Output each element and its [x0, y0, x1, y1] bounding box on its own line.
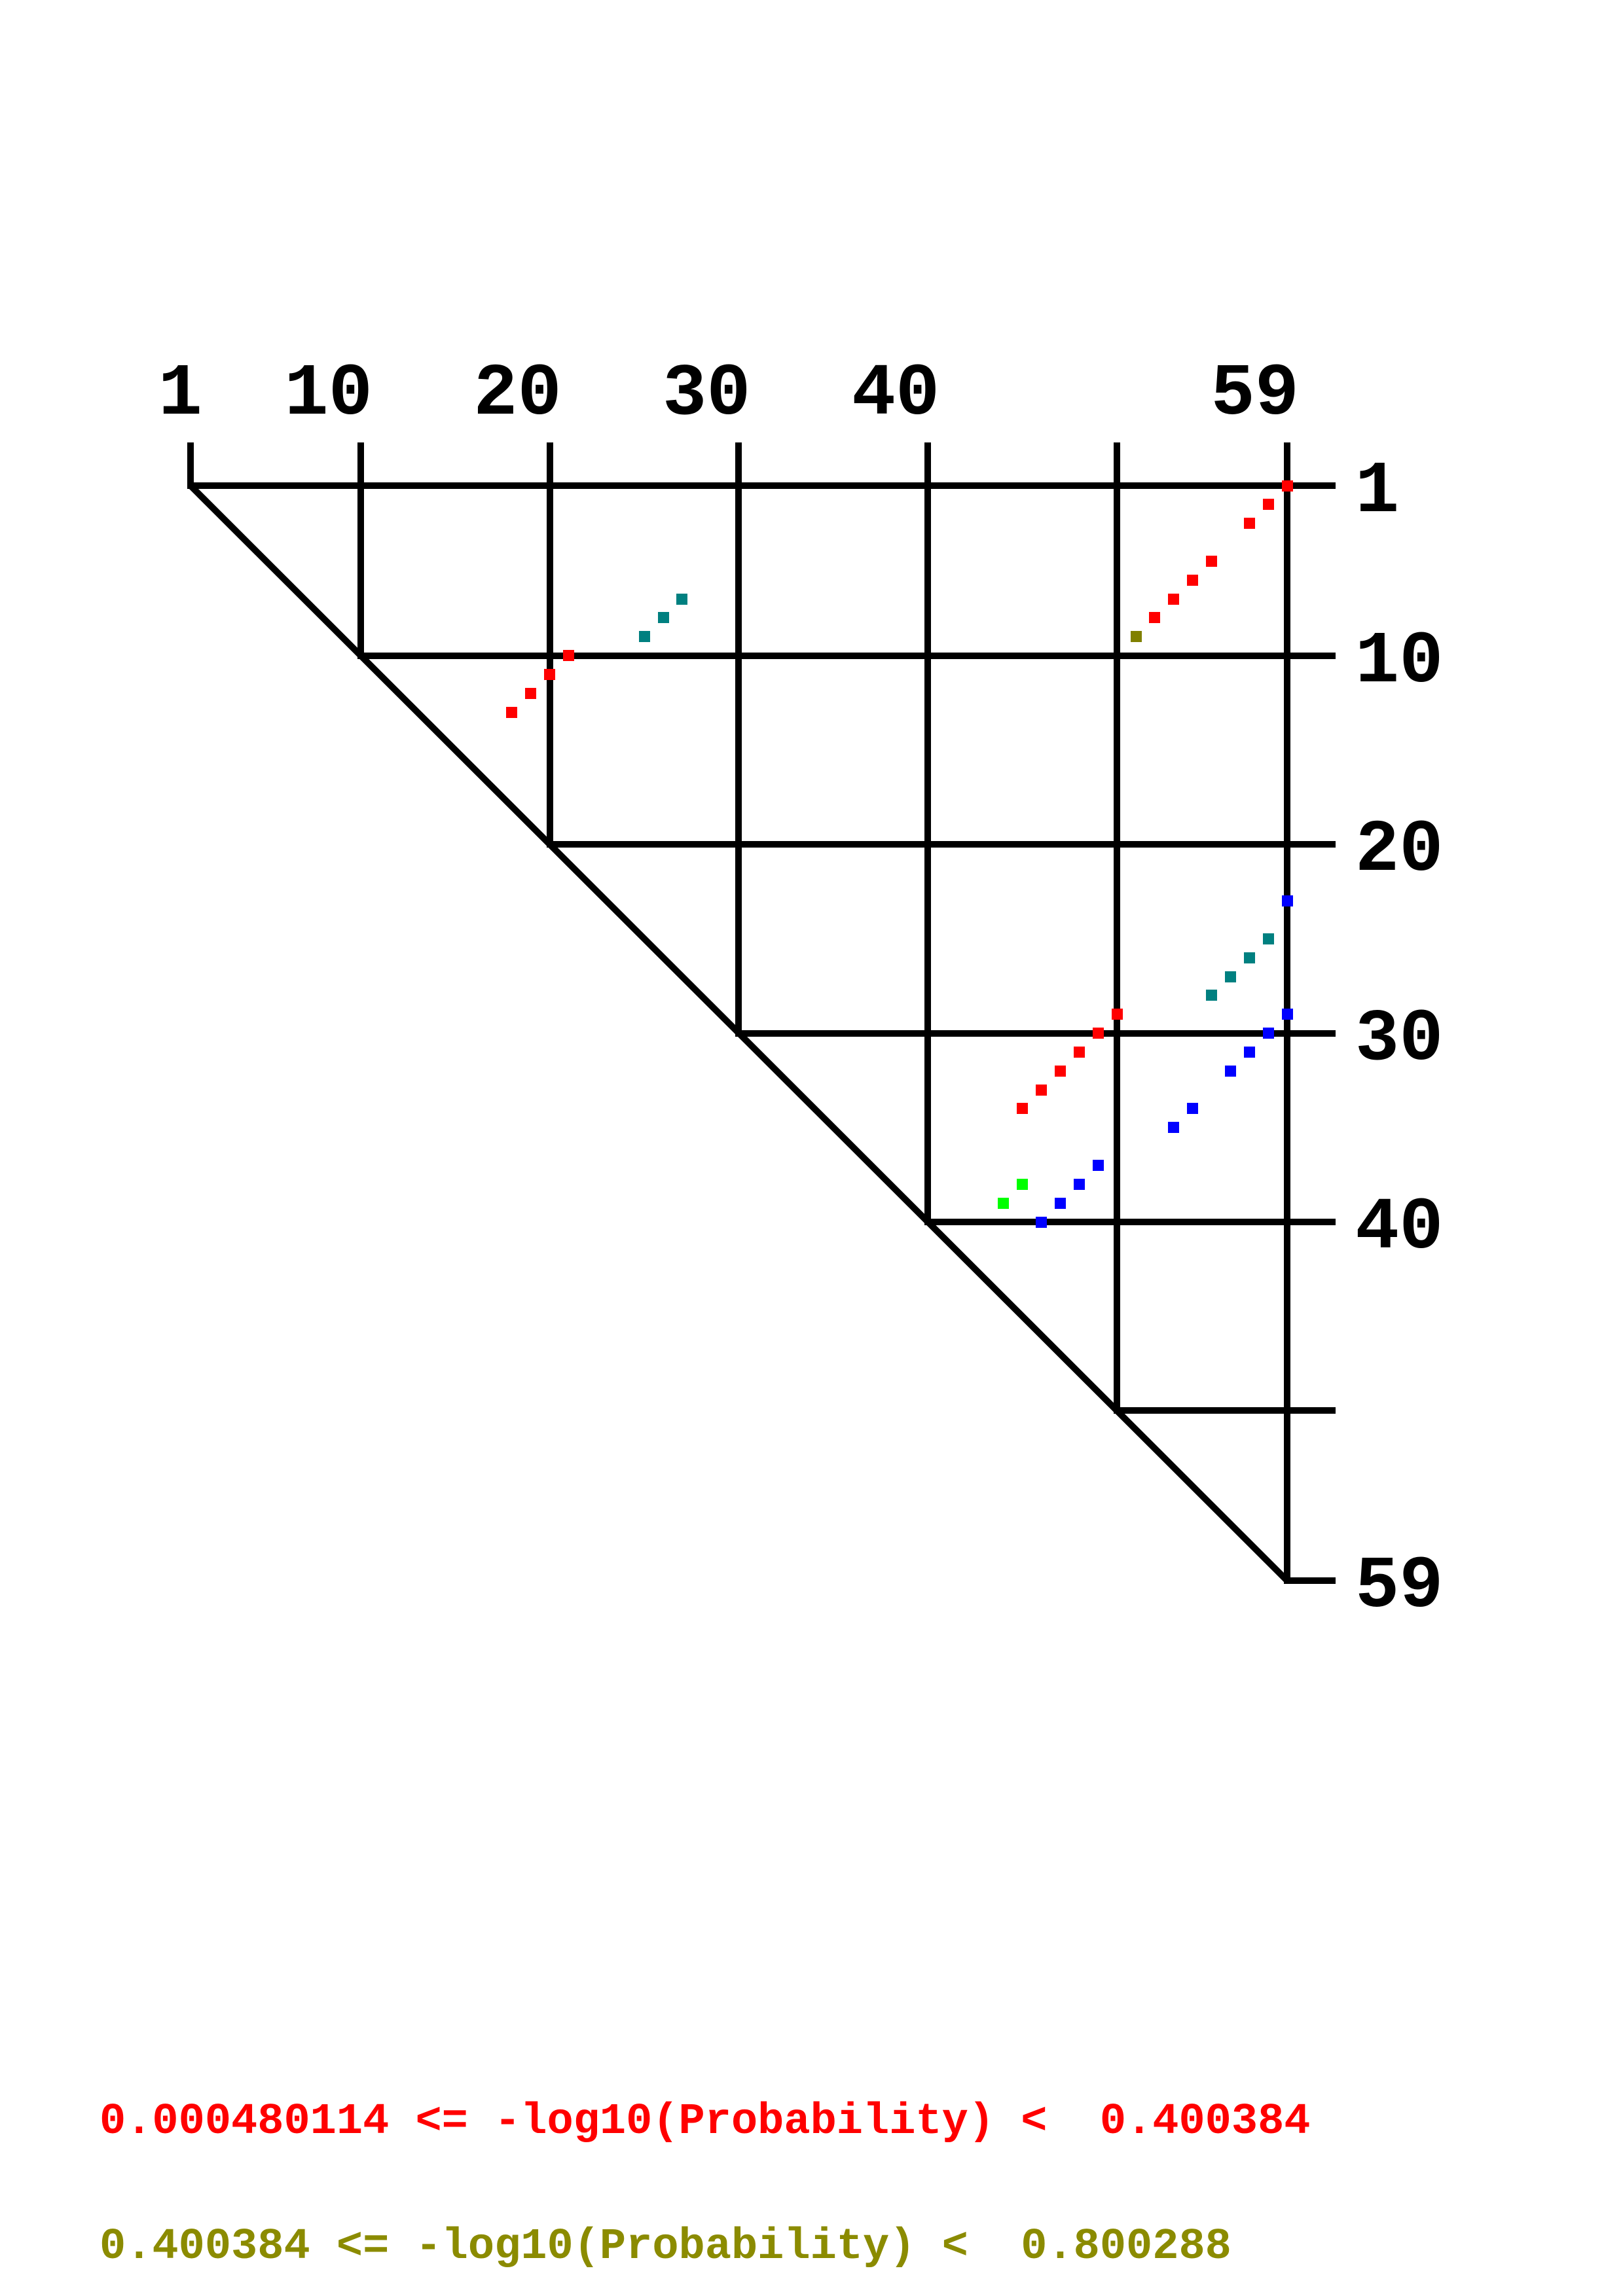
legend-line-1: 0.000480114 <= -log10(Probability) < 0.4…: [100, 2097, 1311, 2147]
probability-dot: [1092, 1028, 1104, 1039]
grid-col-line-10: [357, 442, 364, 659]
y-axis-label-40: 40: [1355, 1186, 1444, 1270]
grid-row-line-20: [546, 841, 1336, 848]
probability-dot: [1073, 1046, 1085, 1058]
probability-dot: [563, 650, 575, 662]
y-axis-label-1: 1: [1355, 450, 1400, 533]
probability-dot: [1092, 1159, 1104, 1171]
probability-dot: [1262, 1028, 1274, 1039]
probability-dot: [1243, 952, 1255, 963]
y-axis-label-20: 20: [1355, 809, 1444, 893]
probability-dot: [1224, 1065, 1236, 1077]
probability-dot: [1187, 574, 1199, 586]
grid-col-line-30: [735, 442, 742, 1037]
probability-dot: [1036, 1216, 1048, 1228]
probability-dot: [1206, 555, 1217, 567]
probability-dot: [1168, 593, 1180, 605]
probability-dot: [544, 669, 556, 680]
probability-dot: [1111, 1009, 1123, 1020]
probability-dot: [1054, 1065, 1066, 1077]
probability-dot: [1281, 480, 1293, 492]
probability-dot: [506, 706, 518, 718]
grid-row-line-50: [1114, 1407, 1336, 1414]
y-axis-label-30: 30: [1355, 997, 1444, 1081]
probability-dot: [657, 612, 669, 624]
probability-dot: [1130, 631, 1142, 643]
grid-row-line-30: [735, 1030, 1336, 1037]
legend-line-2: 0.400384 <= -log10(Probability) < 0.8002…: [100, 2221, 1231, 2272]
probability-dot: [1073, 1178, 1085, 1190]
probability-dot: [1036, 1084, 1048, 1096]
grid-row-line-40: [924, 1218, 1336, 1225]
y-axis-label-59: 59: [1355, 1545, 1444, 1628]
plot-top-border: [187, 482, 1336, 489]
probability-dot: [1017, 1178, 1029, 1190]
probability-dot: [1187, 1103, 1199, 1115]
grid-row-line-59: [1283, 1577, 1336, 1584]
probability-dot: [1281, 1009, 1293, 1020]
probability-dot: [1017, 1103, 1029, 1115]
grid-row-line-10: [357, 652, 1336, 659]
x-axis-label-30: 30: [663, 353, 751, 436]
grid-col-line-40: [924, 442, 932, 1225]
legend: 0.000480114 <= -log10(Probability) < 0.4…: [100, 2018, 1311, 2296]
probability-dot: [525, 687, 537, 699]
grid-col-line-20: [546, 442, 553, 848]
probability-dot: [1168, 1122, 1180, 1134]
probability-dot: [1149, 612, 1161, 624]
probability-dot: [1224, 971, 1236, 982]
x-axis-label-20: 20: [473, 353, 562, 436]
x-axis-label-10: 10: [284, 353, 373, 436]
probability-dot: [1243, 518, 1255, 529]
probability-dot: [1243, 1046, 1255, 1058]
probability-dot: [1206, 990, 1217, 1001]
probability-dot: [1262, 933, 1274, 944]
grid-col-line-1: [187, 442, 194, 489]
x-axis-label-1: 1: [158, 353, 202, 436]
probability-dot: [676, 593, 688, 605]
y-axis-label-10: 10: [1355, 620, 1444, 704]
grid-col-line-50: [1114, 442, 1121, 1414]
probability-dot: [638, 631, 650, 643]
probability-dot: [1262, 499, 1274, 511]
x-axis-label-40: 40: [851, 353, 940, 436]
probability-dot: [1054, 1197, 1066, 1209]
probability-dot: [998, 1197, 1010, 1209]
x-axis-label-59: 59: [1211, 353, 1299, 436]
probability-dot: [1281, 895, 1293, 907]
